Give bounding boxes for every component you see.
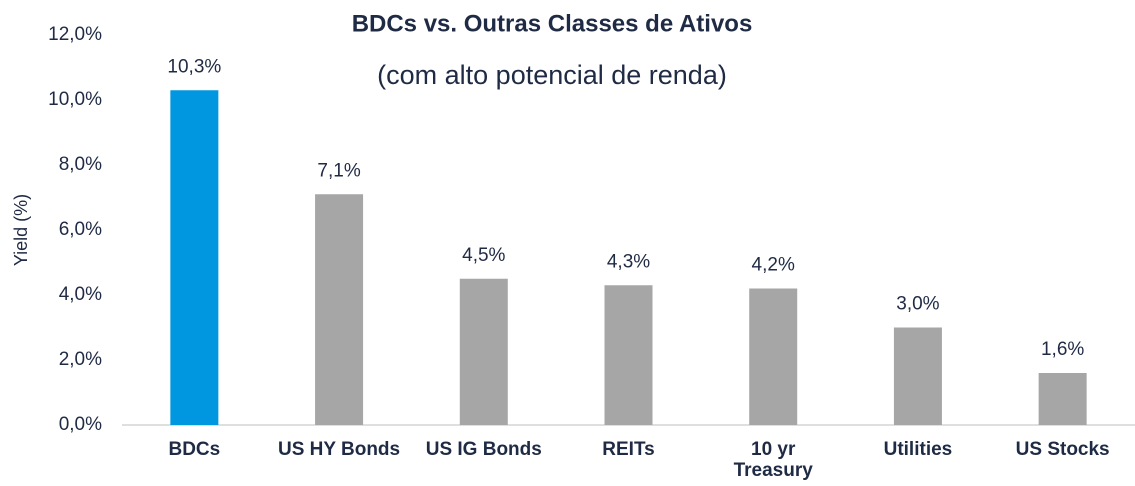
data-label: 10,3%	[167, 56, 221, 77]
bar	[170, 90, 219, 425]
bar	[893, 327, 942, 425]
x-tick-label: US HY Bonds	[278, 439, 401, 460]
x-tick-label: US Stocks	[1015, 439, 1110, 460]
data-label: 3,0%	[896, 294, 939, 315]
x-tick-label: Utilities	[883, 439, 953, 460]
bar	[604, 285, 653, 425]
y-axis-label: Yield (%)	[11, 194, 31, 266]
y-tick-label: 8,0%	[59, 154, 102, 175]
x-tick-label: 10 yr Treasury	[733, 439, 813, 481]
y-tick-label: 2,0%	[59, 349, 102, 370]
bar	[1038, 373, 1087, 425]
data-label: 4,3%	[607, 251, 650, 272]
data-label: 1,6%	[1041, 339, 1084, 360]
y-tick-label: 10,0%	[48, 89, 102, 110]
x-tick-label: REITs	[602, 439, 655, 460]
chart-title: BDCs vs. Outras Classes de Ativos	[352, 10, 753, 37]
bar	[749, 288, 798, 425]
y-tick-label: 6,0%	[59, 219, 102, 240]
data-label: 4,5%	[462, 245, 505, 266]
chart-subtitle: (com alto potencial de renda)	[377, 60, 727, 90]
y-tick-label: 0,0%	[59, 414, 102, 435]
y-tick-label: 4,0%	[59, 284, 102, 305]
data-label: 4,2%	[752, 255, 795, 276]
data-label: 7,1%	[317, 160, 360, 181]
x-tick-label: US IG Bonds	[425, 439, 542, 460]
bar	[315, 194, 364, 425]
bar	[459, 278, 508, 425]
y-tick-label: 12,0%	[48, 24, 102, 45]
x-tick-label: BDCs	[168, 439, 221, 460]
